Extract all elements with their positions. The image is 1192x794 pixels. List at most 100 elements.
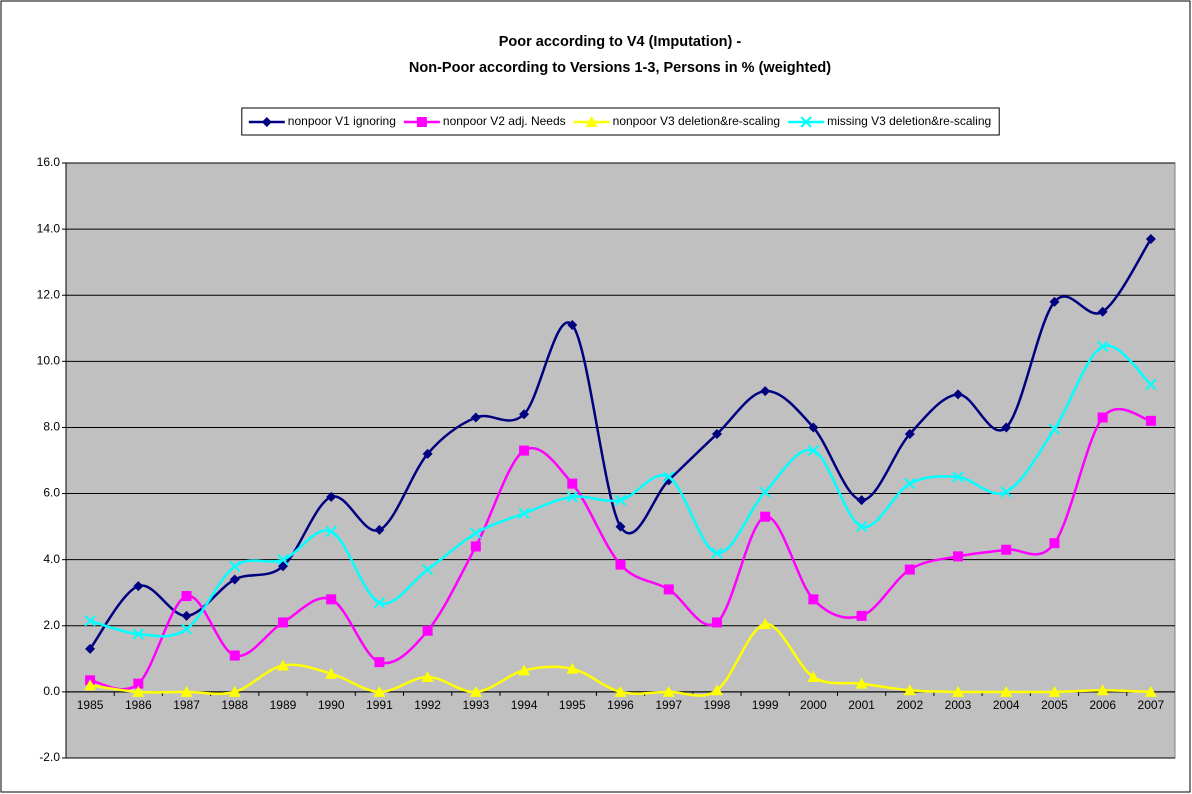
- data-point: [326, 594, 337, 605]
- x-tick-label: 2007: [1138, 698, 1165, 712]
- data-point: [325, 667, 338, 679]
- data-point: [808, 422, 819, 433]
- data-point: [518, 664, 531, 676]
- data-point: [1001, 422, 1012, 433]
- data-point: [180, 685, 193, 697]
- data-point: [422, 625, 433, 636]
- data-point: [518, 507, 530, 520]
- data-point: [132, 628, 145, 640]
- data-point: [276, 659, 289, 671]
- data-point: [421, 563, 434, 576]
- data-point: [711, 547, 723, 559]
- legend-marker: [261, 117, 272, 127]
- y-tick-label: 8.0: [43, 420, 60, 434]
- data-point: [953, 551, 964, 562]
- data-point: [277, 561, 288, 572]
- data-point: [567, 478, 578, 489]
- legend-box: [241, 107, 1000, 136]
- x-tick-label: 1997: [655, 698, 682, 712]
- legend-marker: [800, 116, 812, 128]
- data-point: [1145, 234, 1156, 245]
- x-tick-label: 1995: [559, 698, 586, 712]
- data-point: [711, 429, 722, 440]
- data-point: [421, 671, 434, 683]
- x-tick-label: 1994: [511, 698, 538, 712]
- y-tick-label: 16.0: [37, 155, 61, 169]
- x-tick-label: 2005: [1041, 698, 1068, 712]
- legend: nonpoor V1 ignoring nonpoor V2 adj. Needs…: [241, 107, 1000, 136]
- data-point: [855, 677, 868, 689]
- data-point: [759, 486, 771, 498]
- data-point: [229, 574, 240, 585]
- data-point: [1096, 340, 1109, 353]
- data-point: [1048, 423, 1061, 435]
- data-point: [133, 678, 144, 689]
- data-point: [952, 471, 964, 483]
- legend-label: nonpoor V3 deletion&re-scaling: [613, 114, 780, 128]
- data-point: [374, 657, 385, 668]
- legend-label: nonpoor V1 ignoring: [288, 114, 396, 128]
- data-point: [615, 521, 626, 532]
- series-line: [89, 344, 1152, 638]
- data-point: [180, 623, 193, 635]
- y-tick-label: 2.0: [43, 618, 60, 632]
- x-tick-label: 1993: [462, 698, 489, 712]
- x-tick-label: 1996: [607, 698, 634, 712]
- data-point: [84, 679, 97, 691]
- data-point: [904, 564, 915, 575]
- y-tick-label: 10.0: [37, 354, 61, 368]
- x-tick-label: 1991: [366, 698, 393, 712]
- data-point: [84, 615, 96, 627]
- y-tick-label: 0.0: [43, 684, 60, 698]
- data-point: [374, 524, 385, 535]
- data-point: [1048, 685, 1061, 697]
- data-point: [807, 444, 820, 457]
- data-point: [470, 527, 482, 539]
- data-point: [711, 617, 722, 628]
- data-point: [1000, 685, 1013, 697]
- legend-marker: [416, 117, 427, 127]
- x-tick-label: 2001: [848, 698, 875, 712]
- series-line: [89, 622, 1151, 697]
- data-point: [808, 594, 819, 605]
- data-point: [229, 650, 240, 661]
- data-point: [325, 525, 337, 538]
- x-tick-label: 2000: [800, 698, 827, 712]
- x-tick-label: 2006: [1089, 698, 1116, 712]
- data-point: [133, 581, 144, 592]
- y-tick-label: 4.0: [43, 552, 60, 566]
- data-point: [566, 491, 578, 503]
- data-point: [1097, 412, 1108, 423]
- data-point: [228, 685, 241, 697]
- data-point: [422, 448, 433, 459]
- data-point: [1097, 306, 1108, 317]
- data-point: [470, 412, 481, 423]
- x-tick-label: 2002: [896, 698, 923, 712]
- x-tick-label: 1986: [125, 698, 152, 712]
- x-tick-label: 1988: [221, 698, 248, 712]
- x-tick-label: 1992: [414, 698, 441, 712]
- x-tick-label: 1990: [318, 698, 345, 712]
- data-point: [904, 429, 915, 440]
- plot-area: [65, 162, 1176, 759]
- x-tick-label: 1989: [270, 698, 297, 712]
- y-tick-label: 12.0: [37, 287, 61, 301]
- data-point: [373, 685, 386, 697]
- data-point: [663, 471, 675, 483]
- data-point: [470, 541, 481, 552]
- data-point: [904, 477, 916, 490]
- data-point: [760, 511, 771, 522]
- data-point: [614, 494, 627, 506]
- x-tick-label: 2004: [993, 698, 1020, 712]
- y-tick-label: -2.0: [39, 750, 60, 764]
- data-point: [566, 662, 579, 674]
- data-point: [807, 671, 820, 683]
- legend-label: missing V3 deletion&re-scaling: [827, 114, 991, 128]
- data-point: [1096, 684, 1109, 696]
- data-point: [277, 617, 288, 628]
- data-point: [1145, 415, 1156, 426]
- data-point: [663, 584, 674, 595]
- x-tick-label: 2003: [945, 698, 972, 712]
- data-point: [181, 591, 192, 602]
